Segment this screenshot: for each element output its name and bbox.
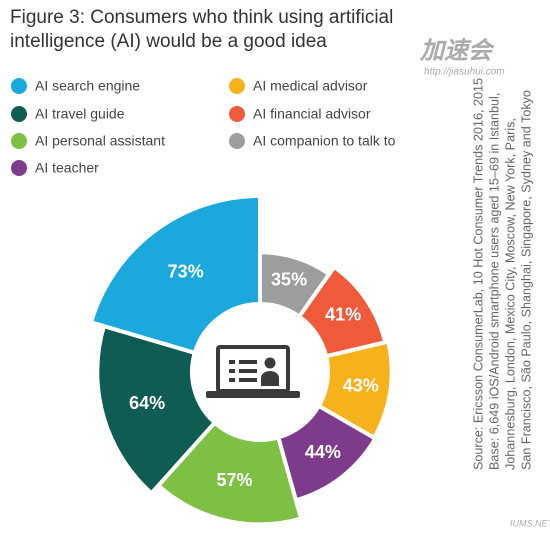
center-icon: [206, 345, 300, 398]
legend-swatch: [11, 160, 27, 176]
chart-title: intelligence (AI) would be a good idea: [10, 31, 327, 52]
legend-label: AI personal assistant: [35, 133, 165, 149]
legend-swatch: [11, 78, 27, 94]
source-text: Johannesburg, London, Mexico City, Mosco…: [503, 118, 517, 470]
legend-label: AI companion to talk to: [253, 133, 396, 149]
legend-swatch: [229, 133, 245, 149]
legend-label: AI travel guide: [35, 106, 125, 122]
source-text: Base: 6,649 iOS/Android smartphone users…: [487, 93, 501, 470]
legend-swatch: [229, 106, 245, 122]
value-label: 43%: [343, 375, 379, 395]
value-label: 35%: [271, 269, 307, 289]
value-label: 64%: [129, 393, 165, 413]
legend-label: AI medical advisor: [253, 78, 368, 94]
value-label: 73%: [168, 261, 204, 281]
source-text: San Francisco, São Paulo, Shanghai, Sing…: [519, 90, 533, 470]
segment: [88, 193, 262, 356]
legend-swatch: [11, 106, 27, 122]
plot: 35% 41% 43% 44% 57% 64% 73%: [88, 193, 394, 527]
value-label: 44%: [305, 442, 341, 462]
watermark: http://jiasuhui.com: [424, 67, 505, 78]
legend-label: AI teacher: [35, 160, 99, 176]
source-text: Source: Ericsson ConsumerLab, 10 Hot Con…: [471, 78, 485, 470]
segment: [95, 323, 218, 497]
legend-label: AI search engine: [35, 78, 140, 94]
center-hole: [193, 305, 327, 439]
source: Source: Ericsson ConsumerLab, 10 Hot Con…: [471, 78, 533, 470]
value-label: 57%: [217, 470, 253, 490]
watermark: 加速会: [419, 37, 496, 64]
legend-swatch: [229, 78, 245, 94]
chart-title: Figure 3: Consumers who think using arti…: [10, 7, 393, 28]
value-label: 41%: [325, 305, 361, 325]
legend-swatch: [11, 133, 27, 149]
legend-label: AI financial advisor: [253, 106, 371, 122]
watermark: IUMS.NET: [510, 518, 550, 528]
